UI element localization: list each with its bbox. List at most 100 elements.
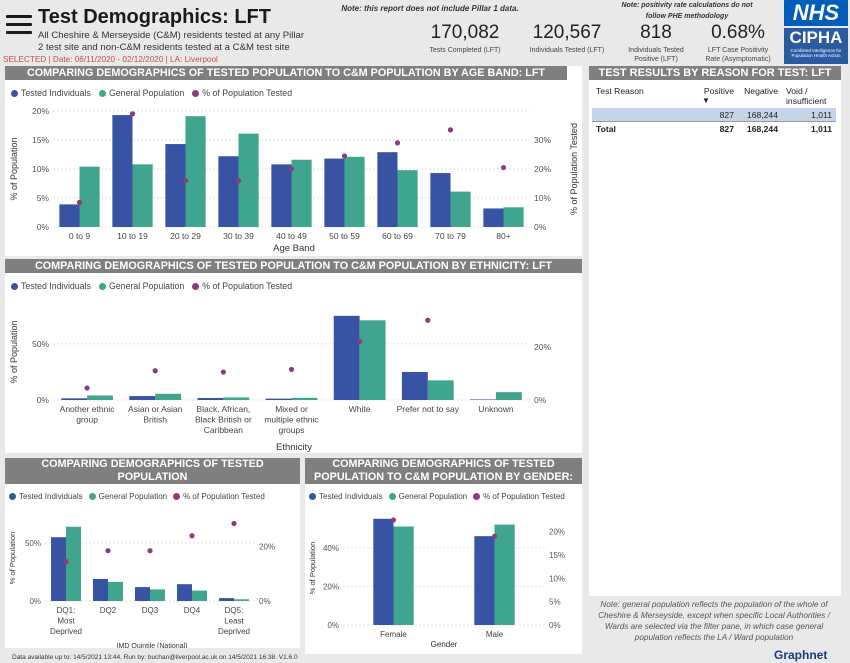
x-tick-label: Most — [57, 617, 75, 626]
x-tick-label: DQ1: — [57, 606, 76, 615]
point-pct-tested — [235, 178, 242, 184]
bar-general — [495, 392, 522, 400]
imd-panel: COMPARING DEMOGRAPHICS OF TESTED POPULAT… — [5, 458, 300, 648]
x-tick-label: Deprived — [50, 627, 82, 636]
y-tick-label: 10% — [32, 164, 49, 174]
point-pct-tested — [288, 166, 295, 172]
column-header-void[interactable]: Void / insufficient — [786, 86, 827, 106]
gender-panel-title: COMPARING DEMOGRAPHICS OF TESTED POPULATI… — [305, 458, 582, 496]
bar-tested — [324, 158, 345, 227]
bar-general — [494, 524, 515, 625]
bar-general — [155, 393, 182, 400]
kpi-individuals-tested: 120,567 Individuals Tested (LFT) — [529, 22, 605, 54]
bar-tested — [333, 315, 360, 400]
y-tick-label: 15% — [32, 135, 49, 145]
x-tick-label: DQ5: — [225, 606, 244, 615]
x-tick-label: DQ4 — [184, 606, 201, 615]
bar-general — [192, 590, 207, 601]
point-pct-tested — [394, 140, 401, 146]
x-tick-label: Caribbean — [204, 425, 243, 435]
point-pct-tested — [129, 111, 136, 117]
bar-tested — [483, 208, 504, 227]
x-tick-label: 60 to 69 — [382, 231, 413, 241]
x-tick-label: 30 to 39 — [223, 231, 254, 241]
bar-general — [291, 397, 318, 400]
bar-general — [427, 380, 454, 400]
column-header-positive[interactable]: Positive ▼ — [702, 86, 734, 105]
bar-tested — [430, 173, 451, 227]
x-tick-label: 0 to 9 — [69, 231, 91, 241]
y-axis-title: % of Population — [9, 137, 19, 200]
point-pct-tested — [357, 338, 363, 345]
point-pct-tested — [189, 533, 195, 539]
ethnicity-panel: COMPARING DEMOGRAPHICS OF TESTED POPULAT… — [5, 259, 582, 453]
x-tick-label: British — [143, 415, 167, 425]
sort-descending-icon[interactable]: ▼ — [702, 96, 710, 105]
y-tick-label: 20% — [32, 106, 49, 116]
y-tick-label: 0% — [29, 597, 41, 606]
x-tick-label: multiple ethnic — [264, 415, 319, 425]
y-right-tick-label: 20% — [534, 342, 551, 352]
imd-legend: Tested Individuals General Population % … — [9, 492, 265, 501]
bar-general — [397, 170, 418, 227]
x-tick-label: White — [349, 404, 371, 414]
ethnicity-legend: Tested Individuals General Population % … — [11, 281, 292, 291]
y-right-tick-label: 0% — [534, 222, 547, 232]
x-axis-title: Ethnicity — [276, 442, 312, 453]
x-tick-label: DQ3 — [142, 606, 159, 615]
bar-tested — [59, 204, 80, 227]
gender-legend: Tested Individuals General Population % … — [309, 492, 565, 501]
y-right-tick-label: 0% — [534, 395, 547, 405]
positivity-note: Note: positivity rate calculations do no… — [621, 2, 753, 20]
imd-panel-title: COMPARING DEMOGRAPHICS OF TESTED POPULAT… — [5, 458, 300, 496]
point-pct-tested — [182, 178, 189, 184]
bar-general — [79, 166, 100, 227]
graphnet-logo: Graphnet — [774, 648, 828, 662]
y-right-tick-label: 10% — [549, 574, 565, 583]
y-tick-label: 50% — [25, 539, 41, 548]
y-right-tick-label: 0% — [549, 621, 561, 630]
y-tick-label: 50% — [32, 339, 49, 349]
page-title: Test Demographics: LFT — [38, 6, 271, 28]
y-tick-label: 40% — [323, 544, 339, 553]
bar-general — [185, 116, 206, 227]
bar-general — [393, 526, 414, 625]
x-tick-label: group — [76, 415, 98, 425]
bar-tested — [129, 396, 156, 400]
x-tick-label: 80+ — [496, 231, 510, 241]
bar-general — [450, 191, 471, 227]
y-tick-label: 0% — [327, 621, 339, 630]
pillar-note: Note: this report does not include Pilla… — [341, 4, 519, 13]
y-axis-title: % of Population — [8, 532, 17, 585]
x-tick-label: 50 to 59 — [329, 231, 360, 241]
x-tick-label: 40 to 49 — [276, 231, 307, 241]
column-header-test-reason[interactable]: Test Reason — [596, 86, 644, 96]
x-tick-label: Least — [224, 617, 244, 626]
y-tick-label: 20% — [323, 582, 339, 591]
age-panel: COMPARING DEMOGRAPHICS OF TESTED POPULAT… — [5, 66, 582, 256]
bar-tested — [219, 598, 234, 601]
bar-tested — [474, 536, 495, 625]
bar-tested — [135, 587, 150, 601]
bar-general — [238, 133, 259, 227]
y-right-axis-title: % of Population Tested — [569, 123, 579, 215]
x-axis-title: Age Band — [273, 243, 315, 254]
kpi-individuals-positive: 818 Individuals Tested Positive (LFT) — [628, 22, 684, 63]
x-tick-label: Prefer not to say — [397, 404, 460, 414]
point-pct-tested — [231, 520, 237, 527]
x-axis-title: Gender — [431, 640, 458, 649]
selection-summary: SELECTED | Date: 06/11/2020 - 02/12/2020… — [3, 55, 218, 64]
point-pct-tested — [341, 153, 348, 159]
point-pct-tested — [220, 369, 226, 375]
bar-general — [344, 156, 365, 227]
menu-icon[interactable] — [6, 10, 32, 39]
x-tick-label: Black British or — [195, 415, 252, 425]
bar-tested — [165, 144, 186, 227]
table-row[interactable]: 827 168,244 1,011 — [592, 108, 836, 122]
ethnicity-panel-title: COMPARING DEMOGRAPHICS OF TESTED POPULAT… — [5, 259, 582, 273]
y-right-tick-label: 20% — [549, 528, 565, 537]
column-header-negative[interactable]: Negative — [744, 86, 778, 96]
y-right-tick-label: 20% — [259, 543, 275, 552]
